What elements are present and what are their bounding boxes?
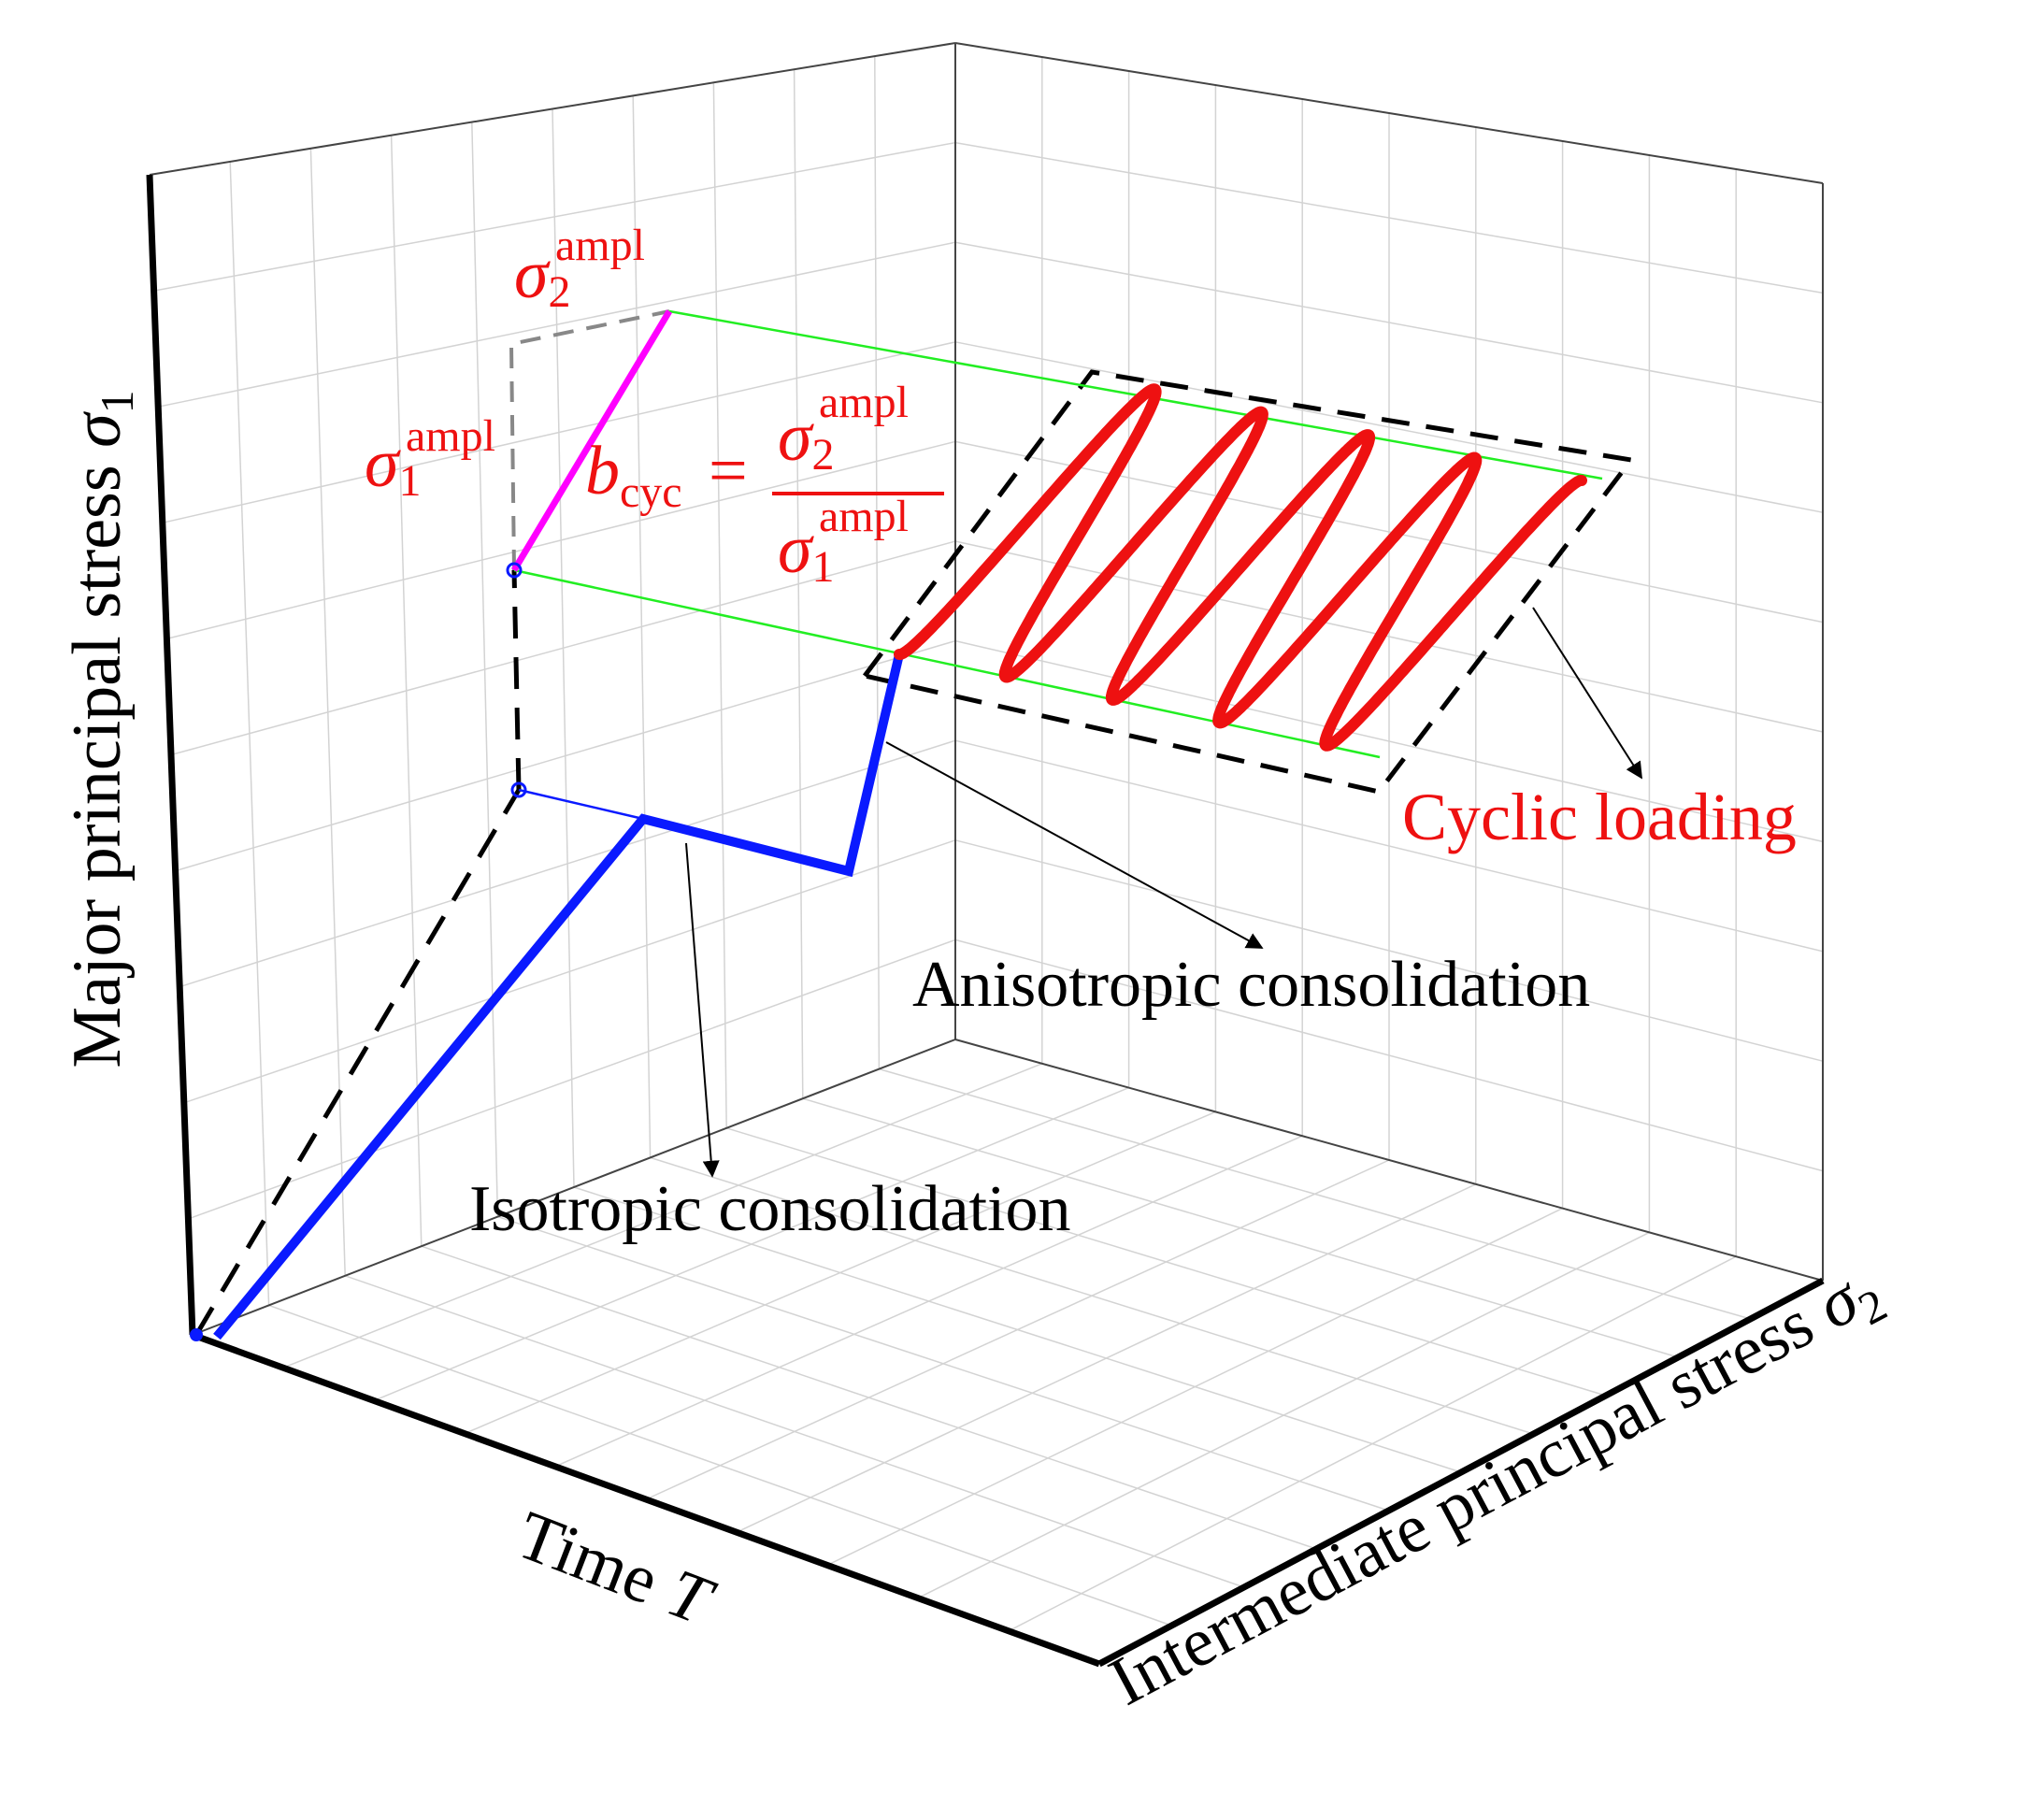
b-cyc-symbol: b	[585, 433, 620, 509]
grid-line	[650, 1156, 1534, 1435]
b-cyc-num-sup: ampl	[819, 378, 909, 427]
grid-line	[632, 95, 652, 1158]
grid-line	[725, 1127, 1607, 1397]
amplitude-lower-point	[506, 562, 523, 579]
background-grid	[153, 56, 1824, 1632]
cyclic-loading-label: Cyclic loading	[1402, 780, 1797, 854]
grid-line	[954, 739, 1824, 953]
grid-line	[826, 1207, 1563, 1567]
sigma1-axis	[146, 174, 196, 1336]
grid-line	[170, 540, 956, 756]
floor-back-right-edge	[954, 1039, 1824, 1282]
sigma2-axis-label-text: Intermediate principal stress	[1097, 1277, 1841, 1721]
b-cyc-num-symbol: σ	[778, 399, 814, 476]
box-frame	[149, 42, 1824, 1336]
grid-line	[179, 739, 956, 988]
b-cyc-denominator: σ1	[778, 511, 835, 592]
sigma1-ampl-sup: ampl	[406, 411, 495, 461]
projection-dashed-line-origin	[193, 788, 522, 1337]
stress-path	[213, 652, 904, 1340]
time-axis-label-text: Time	[507, 1497, 684, 1626]
grid-line	[954, 839, 1824, 1062]
stress-path-thin-segment	[518, 788, 644, 821]
sigma1-axis-label-sub: 1	[91, 390, 143, 413]
sigma1-axis-label: Major principal stress σ1	[59, 390, 143, 1068]
sigma2-ampl-label: σ2	[514, 236, 571, 317]
b-cyc-numerator: σ2	[778, 399, 835, 480]
grid-line	[1008, 1255, 1737, 1632]
back-top-edge-right	[954, 42, 1824, 184]
b-cyc-den-symbol: σ	[778, 511, 814, 588]
sigma1-ampl-symbol: σ	[365, 425, 401, 502]
sigma1-axis-label-symbol: σ	[59, 411, 136, 448]
b-cyc-lhs: bcyc	[585, 433, 682, 517]
b-cyc-den-sup: ampl	[819, 492, 909, 541]
time-axis	[191, 1331, 1101, 1668]
sigma1-axis-label-text: Major principal stress	[59, 448, 136, 1068]
grid-line	[645, 1159, 1390, 1500]
grid-line	[954, 540, 1824, 733]
grid-line	[879, 1068, 1751, 1320]
floor-back-left-edge	[192, 1039, 956, 1336]
sigma2-ampl-sub: 2	[549, 267, 571, 317]
b-cyc-equals: =	[709, 433, 748, 509]
b-cyc-sub: cyc	[620, 467, 682, 517]
sigma2-axis-label: Intermediate principal stress σ2	[1097, 1250, 1895, 1727]
main-axes	[146, 174, 1825, 1668]
grid-line	[188, 939, 956, 1220]
grid-line	[954, 639, 1824, 843]
amplitude-line	[510, 309, 673, 572]
grid-line	[736, 1183, 1477, 1533]
projection-dashed-line-vertical	[511, 569, 522, 791]
cyclic-loading-curve	[894, 383, 1587, 752]
b-cyc-formula: bcyc = σ2 ampl σ1 ampl	[585, 378, 944, 592]
isotropic-consolidation-arrow	[685, 842, 720, 1178]
grid-line	[175, 639, 956, 872]
grid-line	[954, 939, 1824, 1172]
b-cyc-num-sub: 2	[812, 430, 835, 480]
grid-line	[802, 1097, 1679, 1358]
cyclic-loading-arrow	[1532, 607, 1642, 780]
sigma1-ampl-sub: 1	[399, 456, 422, 506]
origin-point	[190, 1328, 203, 1341]
grid-line	[793, 69, 804, 1099]
amplitude-dashed-guide	[509, 309, 670, 571]
back-top-edge-left	[149, 42, 956, 176]
grid-line	[917, 1231, 1650, 1599]
sigma2-ampl-symbol: σ	[514, 236, 551, 313]
b-cyc-den-sub: 1	[812, 542, 835, 592]
lower-amplitude-guide-line	[513, 568, 1381, 759]
projection-point	[510, 781, 527, 798]
sigma2-axis	[1097, 1277, 1825, 1668]
isotropic-consolidation-label: Isotropic consolidation	[469, 1173, 1071, 1245]
grid-line	[183, 839, 956, 1104]
sigma1-ampl-label: σ1	[365, 425, 422, 506]
sigma2-ampl-sup: ampl	[555, 221, 645, 270]
grid-line	[712, 82, 727, 1128]
anisotropic-consolidation-arrow	[885, 741, 1264, 949]
anisotropic-consolidation-label: Anisotropic consolidation	[912, 949, 1590, 1021]
grid-line	[874, 56, 881, 1069]
